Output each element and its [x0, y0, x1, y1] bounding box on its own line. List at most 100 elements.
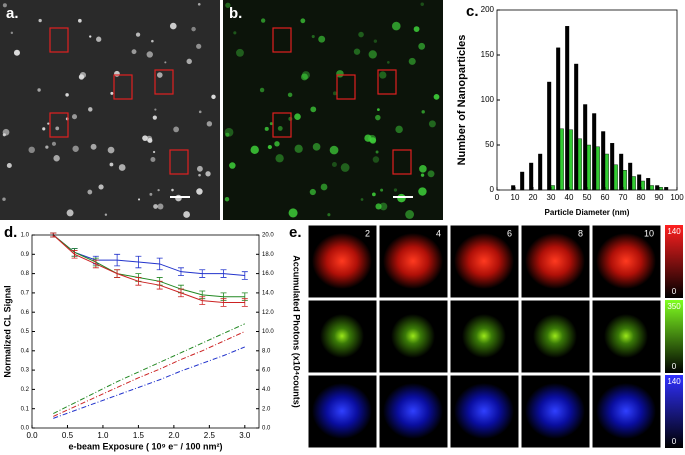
colorbar-max: 140 [667, 377, 681, 386]
series-line [53, 323, 246, 414]
particle [250, 145, 259, 155]
y2-tick-label: 10.0 [262, 329, 274, 335]
scale-bar [393, 196, 413, 198]
particle [260, 18, 266, 23]
particle [332, 91, 337, 96]
particle [171, 188, 174, 192]
particle [372, 192, 376, 197]
x-tick-label: 2.0 [168, 431, 180, 440]
panel-label: c. [466, 3, 479, 20]
particle [206, 121, 213, 127]
particle [225, 132, 230, 137]
selection-box [336, 74, 356, 100]
particle [320, 183, 328, 191]
particle [277, 125, 283, 131]
bar [604, 153, 609, 191]
error-bar [177, 288, 184, 298]
particle [197, 2, 201, 6]
particle [353, 48, 361, 55]
cl-spot [454, 383, 514, 439]
particle [173, 126, 180, 133]
particle [211, 94, 216, 100]
particle [47, 122, 50, 125]
bar [520, 171, 525, 191]
particle [71, 114, 78, 120]
cl-spot [312, 383, 372, 439]
y-tick-label: 0.6 [21, 310, 30, 316]
cl-spot [604, 314, 648, 358]
x-tick-label: 2.5 [204, 431, 216, 440]
x-tick-label: 0.5 [62, 431, 74, 440]
particle [267, 144, 272, 150]
particle [131, 49, 137, 55]
selection-box [49, 27, 69, 53]
particle [38, 18, 42, 23]
particle [392, 21, 401, 31]
particle [109, 162, 114, 167]
particle [393, 188, 398, 192]
error-bar [199, 269, 206, 278]
particle [152, 115, 157, 120]
y2-tick-label: 4.0 [262, 387, 271, 393]
particle [420, 173, 425, 177]
x-tick-label: 100 [670, 193, 684, 202]
particle [274, 141, 280, 147]
particle [205, 171, 211, 177]
particle [419, 165, 427, 173]
particle [107, 146, 115, 154]
y2-tick-label: 20.0 [262, 233, 274, 239]
particle [329, 145, 339, 155]
x-tick-label: 0 [495, 193, 500, 202]
x-tick-label: 3.0 [239, 431, 251, 440]
error-bar [220, 298, 227, 307]
x-axis-label: Particle Diameter (nm) [545, 208, 630, 217]
x-tick-label: 20 [529, 193, 538, 202]
particle [288, 208, 298, 218]
x-tick-label: 60 [601, 193, 610, 202]
particle [153, 204, 158, 209]
bar [568, 129, 573, 191]
x-tick-label: 90 [655, 193, 664, 202]
cl-spot [383, 233, 443, 289]
y-tick-label: 100 [481, 95, 495, 104]
y-tick-label: 0.8 [21, 271, 30, 277]
particle [229, 162, 236, 169]
particle [2, 197, 6, 201]
selection-box [392, 149, 412, 175]
bar [583, 104, 588, 191]
particle [96, 36, 102, 42]
bar [586, 144, 591, 191]
error-bar [241, 298, 248, 307]
particle [327, 213, 331, 217]
particle [236, 48, 244, 57]
bar [622, 169, 627, 191]
panel-label: d. [4, 224, 17, 241]
y2-tick-label: 16.0 [262, 271, 274, 277]
particle [13, 49, 20, 56]
particle [90, 143, 97, 150]
bar [649, 185, 654, 191]
x-tick-label: 0.0 [26, 431, 38, 440]
bar [631, 176, 636, 191]
bar [640, 180, 645, 191]
panel-label: e. [289, 224, 302, 241]
y-axis-label: Number of Nanoparticles [456, 35, 468, 166]
particle [224, 127, 234, 137]
particle [372, 156, 380, 163]
particle [186, 58, 192, 65]
y-tick-label: 0.7 [21, 290, 30, 296]
particle [405, 210, 415, 219]
particle [77, 18, 82, 23]
cl-spot [312, 233, 372, 289]
particle [157, 203, 164, 210]
colorbar-min: 0 [672, 437, 677, 446]
y-tick-label: 0.0 [21, 426, 30, 432]
cl-spot [391, 314, 435, 358]
particle [259, 87, 265, 93]
particle [433, 93, 440, 100]
cl-spot [454, 233, 514, 289]
particle [420, 2, 424, 7]
particle [151, 39, 154, 43]
particle [312, 143, 321, 151]
particle [150, 157, 156, 163]
